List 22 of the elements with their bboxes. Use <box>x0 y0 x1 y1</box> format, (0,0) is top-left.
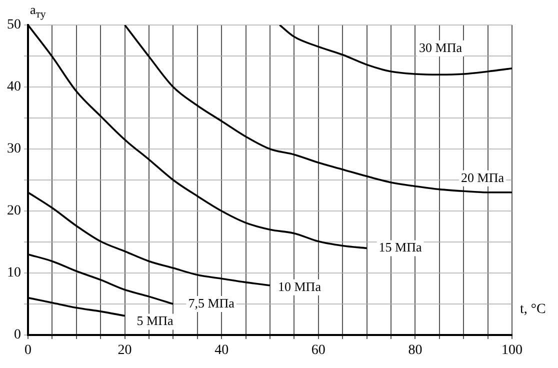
x-tick-label: 100 <box>502 343 522 358</box>
x-tick-label: 20 <box>118 343 132 358</box>
series-label: 7,5 МПа <box>188 295 235 310</box>
series-label: 20 МПа <box>461 170 504 185</box>
x-tick-label: 80 <box>408 343 422 358</box>
x-tick-label: 40 <box>214 343 229 358</box>
y-tick-label: 50 <box>7 18 21 33</box>
y-axis-title: a$_{ту}$ <box>30 2 46 21</box>
x-axis-title: t, °C <box>520 302 546 318</box>
y-tick-label: 40 <box>7 80 21 95</box>
y-tick-label: 30 <box>7 142 21 157</box>
line-series <box>278 25 512 76</box>
line-series <box>124 25 512 194</box>
series-label: 5 МПа <box>136 313 174 328</box>
x-tick-label: 0 <box>24 343 32 358</box>
y-tick-label: 20 <box>7 204 21 219</box>
x-tick-label: 60 <box>311 343 326 358</box>
y-tick-label: 0 <box>14 328 21 343</box>
series-label: 15 МПа <box>378 240 422 255</box>
series-label: 30 МПа <box>419 40 462 55</box>
series-label: 10 МПа <box>278 278 322 294</box>
y-tick-label: 10 <box>7 266 21 281</box>
